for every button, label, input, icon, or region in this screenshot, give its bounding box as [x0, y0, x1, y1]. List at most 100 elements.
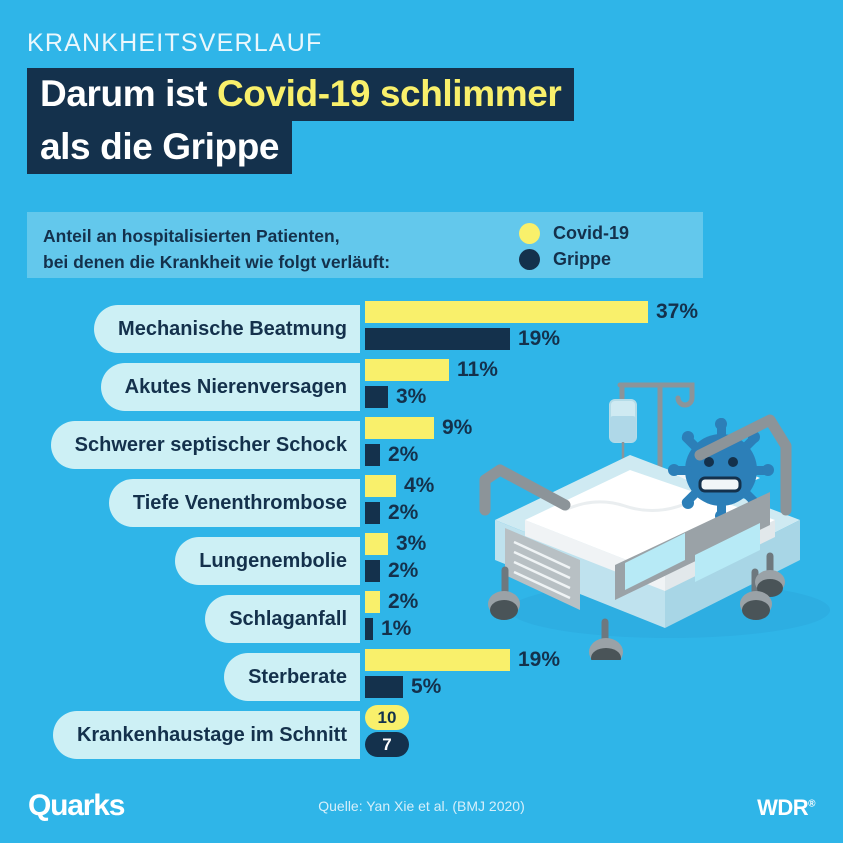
- bar-covid: [365, 474, 396, 497]
- category-label-pill: Lungenembolie: [175, 537, 360, 585]
- bar-line-flu: 7: [365, 732, 409, 757]
- bar-value-flu: 2%: [388, 500, 419, 524]
- category-label: Sterberate: [248, 665, 347, 688]
- bar-value-flu: 19%: [518, 326, 561, 350]
- bar-value-flu: 1%: [381, 616, 412, 640]
- bar-value-covid: 19%: [518, 647, 561, 671]
- category-label-pill: Schlaganfall: [205, 595, 360, 643]
- bar-value-covid: 9%: [442, 415, 473, 439]
- bar-flu: [365, 675, 403, 698]
- bar-group: 19% 5%: [365, 648, 560, 698]
- chart-row: Krankenhaustage im Schnitt 10 7: [0, 705, 843, 764]
- chart-row: Lungenembolie 3% 2%: [0, 532, 843, 590]
- bar-line-covid: 9%: [365, 416, 472, 439]
- title-line-2: als die Grippe: [27, 121, 293, 174]
- chart-row: Mechanische Beatmung 37% 19%: [0, 300, 843, 358]
- legend-band: Anteil an hospitalisierten Patienten, be…: [27, 212, 703, 278]
- legend-dot-covid-icon: [519, 223, 540, 244]
- bar-line-covid: 19%: [365, 648, 560, 671]
- bar-group: 3% 2%: [365, 532, 426, 582]
- bar-value-covid: 37%: [656, 299, 699, 323]
- bar-covid: [365, 648, 510, 671]
- category-label: Lungenembolie: [199, 549, 347, 572]
- wdr-logo[interactable]: WDR®: [757, 795, 815, 821]
- bar-value-covid: 2%: [388, 589, 419, 613]
- bar-flu: [365, 617, 373, 640]
- bar-value-flu: 2%: [388, 442, 419, 466]
- kicker-label: KRANKHEITSVERLAUF: [27, 29, 323, 57]
- bar-line-flu: 2%: [365, 559, 426, 582]
- bar-group: 10 7: [365, 705, 409, 757]
- bar-group: 37% 19%: [365, 300, 698, 350]
- bar-chart: Mechanische Beatmung 37% 19% Akutes Nierenv…: [0, 300, 843, 764]
- bar-covid: [365, 358, 449, 381]
- source-note: Quelle: Yan Xie et al. (BMJ 2020): [318, 798, 525, 814]
- bar-covid: [365, 300, 648, 323]
- bar-value-covid: 11%: [457, 357, 498, 381]
- chart-row: Akutes Nierenversagen 11% 3%: [0, 358, 843, 416]
- chart-row: Schlaganfall 2% 1%: [0, 590, 843, 648]
- bar-value-flu: 2%: [388, 558, 419, 582]
- bar-value-covid: 4%: [404, 473, 435, 497]
- category-label-pill: Schwerer septischer Schock: [50, 421, 360, 469]
- bar-line-flu: 5%: [365, 675, 560, 698]
- category-label: Tiefe Venenthrombose: [132, 491, 347, 514]
- legend-dot-grippe-icon: [519, 249, 540, 270]
- bar-flu: [365, 443, 380, 466]
- bar-group: 11% 3%: [365, 358, 498, 408]
- category-label-pill: Tiefe Venenthrombose: [108, 479, 360, 527]
- category-label: Krankenhaustage im Schnitt: [76, 723, 347, 746]
- chart-row: Tiefe Venenthrombose 4% 2%: [0, 474, 843, 532]
- bar-group: 2% 1%: [365, 590, 418, 640]
- chart-row: Schwerer septischer Schock 9% 2%: [0, 416, 843, 474]
- bar-value-covid: 3%: [396, 531, 427, 555]
- category-label-pill: Akutes Nierenversagen: [100, 363, 360, 411]
- category-label: Schlaganfall: [229, 607, 347, 630]
- bar-flu: [365, 559, 380, 582]
- category-label-pill: Sterberate: [224, 653, 360, 701]
- legend-label-covid: Covid-19: [553, 223, 630, 243]
- bar-covid: [365, 590, 380, 613]
- legend-item-covid: Covid-19: [519, 222, 629, 245]
- bar-value-flu: 7: [382, 734, 392, 754]
- legend-description-line-2: bei denen die Krankheit wie folgt verläu…: [43, 252, 391, 273]
- bar-covid: [365, 416, 434, 439]
- bar-line-flu: 1%: [365, 617, 418, 640]
- registered-mark-icon: ®: [808, 798, 815, 810]
- hospital-bed-illustration: [470, 360, 840, 668]
- bar-flu: [365, 327, 510, 350]
- bar-covid: [365, 532, 388, 555]
- category-label-pill: Krankenhaustage im Schnitt: [52, 711, 360, 759]
- category-label-pill: Mechanische Beatmung: [94, 305, 360, 353]
- category-label: Schwerer septischer Schock: [74, 433, 347, 456]
- bar-value-flu: 5%: [411, 674, 442, 698]
- bar-flu: [365, 385, 388, 408]
- legend-description: Anteil an hospitalisierten Patienten, be…: [43, 223, 390, 276]
- bar-value-flu: 3%: [396, 384, 427, 408]
- category-label: Mechanische Beatmung: [118, 317, 347, 340]
- bar-line-covid: 11%: [365, 358, 498, 381]
- bar-line-covid: 3%: [365, 532, 426, 555]
- bar-line-covid: 4%: [365, 474, 434, 497]
- bar-line-flu: 19%: [365, 327, 698, 350]
- quarks-logo[interactable]: Quarks: [28, 789, 125, 822]
- wdr-logo-text: WDR: [757, 795, 809, 820]
- bar-line-covid: 2%: [365, 590, 418, 613]
- bar-flu: 7: [365, 732, 409, 757]
- legend-label-grippe: Grippe: [553, 249, 612, 269]
- legend-item-grippe: Grippe: [519, 248, 629, 271]
- bar-line-covid: 10: [365, 705, 409, 730]
- bar-line-flu: 2%: [365, 443, 472, 466]
- legend-keys: Covid-19 Grippe: [519, 222, 629, 274]
- footer: Quarks Quelle: Yan Xie et al. (BMJ 2020)…: [0, 775, 843, 843]
- bar-covid: 10: [365, 705, 409, 730]
- title-line-1: Darum ist Covid-19 schlimmer: [27, 68, 575, 121]
- bar-value-covid: 10: [377, 707, 397, 727]
- bar-line-flu: 3%: [365, 385, 498, 408]
- bar-group: 4% 2%: [365, 474, 434, 524]
- bar-flu: [365, 501, 380, 524]
- bar-line-flu: 2%: [365, 501, 434, 524]
- bar-group: 9% 2%: [365, 416, 472, 466]
- legend-description-line-1: Anteil an hospitalisierten Patienten,: [43, 226, 340, 246]
